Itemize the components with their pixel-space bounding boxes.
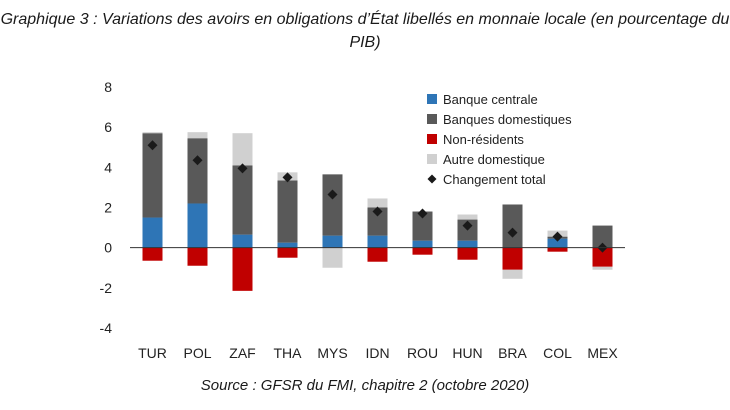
bar-segment-bra-autre-domestique	[502, 269, 523, 279]
bar-segment-zaf-banques-domestiques	[232, 165, 253, 235]
bar-segment-hun-non-r-sidents	[457, 247, 478, 260]
bar-segment-pol-non-r-sidents	[187, 247, 208, 266]
legend-swatch	[427, 114, 437, 124]
bar-segment-pol-banque-centrale	[187, 203, 208, 248]
bar-segment-tur-non-r-sidents	[142, 247, 163, 261]
legend-label: Autre domestique	[443, 152, 545, 167]
bar-segment-idn-non-r-sidents	[367, 247, 388, 262]
bar-segment-zaf-autre-domestique	[232, 133, 253, 166]
bar-segment-zaf-non-r-sidents	[232, 247, 253, 291]
bar-segment-idn-banque-centrale	[367, 235, 388, 248]
bar-segment-mex-autre-domestique	[592, 266, 613, 270]
total-marker-idn	[372, 206, 383, 217]
bar-segment-zaf-banque-centrale	[232, 234, 253, 248]
bar-segment-idn-banques-domestiques	[367, 207, 388, 236]
total-marker-col	[552, 231, 563, 242]
bar-segment-tha-banque-centrale	[277, 242, 298, 248]
legend-label: Changement total	[443, 172, 546, 187]
legend-swatch	[427, 174, 437, 184]
bar-segment-mex-non-r-sidents	[592, 247, 613, 267]
x-tick-label-tha: THA	[274, 345, 303, 361]
legend-label: Banque centrale	[443, 92, 538, 107]
x-tick-label-mex: MEX	[587, 345, 618, 361]
chart-source: Source : GFSR du FMI, chapitre 2 (octobr…	[200, 377, 530, 394]
x-tick-label-col: COL	[543, 345, 572, 361]
x-tick-label-tur: TUR	[138, 345, 167, 361]
bar-segment-rou-banque-centrale	[412, 240, 433, 248]
legend-label: Non-résidents	[443, 132, 524, 147]
bar-segment-bra-banques-domestiques	[502, 204, 523, 248]
y-tick-label: -4	[100, 320, 113, 336]
bar-segment-mys-autre-domestique	[322, 247, 343, 268]
legend-swatch	[427, 94, 437, 104]
y-tick-label: 4	[104, 159, 112, 175]
legend-swatch	[427, 154, 437, 164]
chart-title: Graphique 3 : Variations des avoirs en o…	[0, 11, 730, 51]
bar-segment-mys-banques-domestiques	[322, 174, 343, 236]
x-tick-label-zaf: ZAF	[229, 345, 255, 361]
total-marker-tha	[282, 172, 293, 183]
bar-segment-tur-banques-domestiques	[142, 133, 163, 218]
y-tick-label: 6	[104, 119, 112, 135]
bar-segment-hun-autre-domestique	[457, 214, 478, 220]
total-marker-tur	[147, 140, 158, 151]
y-tick-label: 2	[104, 200, 112, 216]
x-tick-label-mys: MYS	[317, 345, 347, 361]
x-tick-label-idn: IDN	[365, 345, 389, 361]
bar-segment-bra-non-r-sidents	[502, 247, 523, 270]
total-marker-bra	[507, 227, 518, 238]
bar-segment-tha-banques-domestiques	[277, 180, 298, 243]
x-tick-label-pol: POL	[183, 345, 211, 361]
total-marker-zaf	[237, 163, 248, 174]
bar-segment-hun-banque-centrale	[457, 240, 478, 248]
bar-segment-rou-banques-domestiques	[412, 211, 433, 241]
legend-label: Banques domestiques	[443, 112, 572, 127]
total-marker-mys	[327, 189, 338, 200]
y-tick-label: 0	[104, 240, 112, 256]
x-tick-label-hun: HUN	[452, 345, 482, 361]
bar-segment-mex-banques-domestiques	[592, 225, 613, 248]
bar-segment-pol-banques-domestiques	[187, 138, 208, 204]
bar-segment-mys-banque-centrale	[322, 235, 343, 248]
total-marker-rou	[417, 208, 428, 219]
total-marker-pol	[192, 155, 203, 166]
y-tick-label: 8	[104, 79, 112, 95]
bar-segment-tha-non-r-sidents	[277, 247, 298, 258]
total-marker-hun	[462, 220, 473, 231]
legend-swatch	[427, 134, 437, 144]
bar-segment-col-banque-centrale	[547, 238, 568, 248]
bar-segment-col-non-r-sidents	[547, 247, 568, 252]
x-tick-label-rou: ROU	[407, 345, 438, 361]
x-tick-label-bra: BRA	[498, 345, 527, 361]
bar-segment-idn-autre-domestique	[367, 198, 388, 208]
y-tick-label: -2	[100, 280, 113, 296]
bar-segment-tur-autre-domestique	[142, 132, 163, 134]
bar-segment-rou-non-r-sidents	[412, 247, 433, 255]
bar-segment-tur-banque-centrale	[142, 217, 163, 248]
bar-segment-pol-autre-domestique	[187, 132, 208, 139]
